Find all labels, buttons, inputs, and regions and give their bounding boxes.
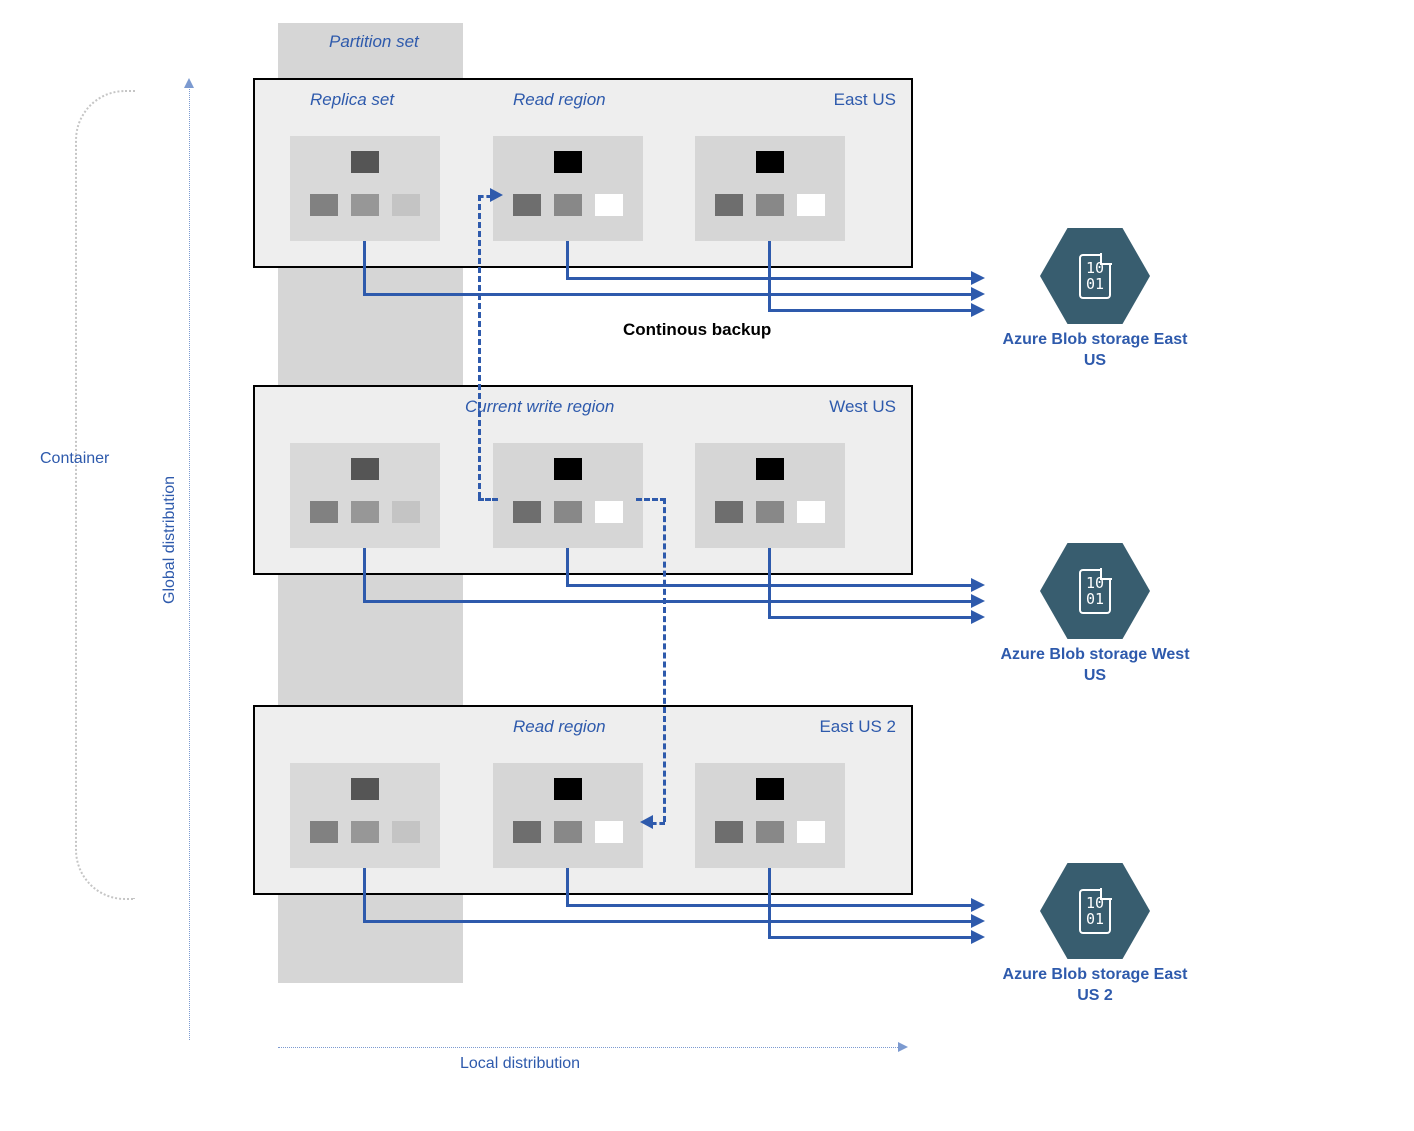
file-icon: 1001 <box>1079 254 1111 299</box>
continuous-backup-label: Continous backup <box>623 320 771 340</box>
container-bracket <box>75 90 135 900</box>
global-axis-label: Global distribution <box>161 476 179 604</box>
arrow <box>363 293 973 296</box>
blob-hexagon: 1001 <box>1040 863 1150 959</box>
arrow-head <box>971 271 985 285</box>
local-axis-line <box>278 1047 898 1048</box>
arrow <box>566 548 569 587</box>
arrow <box>566 868 569 907</box>
global-axis-arrowhead <box>184 78 194 88</box>
blob-label: Azure Blob storage East US <box>995 330 1195 372</box>
container-label: Container <box>40 450 109 468</box>
dashed-arrow <box>651 822 665 825</box>
arrow <box>768 868 771 939</box>
region-name: East US 2 <box>819 717 896 737</box>
arrow <box>768 616 973 619</box>
arrow <box>768 241 771 312</box>
arrow-head <box>971 930 985 944</box>
region-name: West US <box>829 397 896 417</box>
blob-hexagon: 1001 <box>1040 228 1150 324</box>
arrow-head <box>971 594 985 608</box>
blob-label: Azure Blob storage East US 2 <box>995 965 1195 1007</box>
replica <box>290 763 440 868</box>
region-role-label: Current write region <box>465 397 614 417</box>
replica <box>493 763 643 868</box>
region-role-label: Read region <box>513 90 606 110</box>
dashed-arrow-head <box>640 815 653 829</box>
dashed-arrow <box>478 498 498 501</box>
replica <box>290 136 440 241</box>
arrow <box>363 241 366 296</box>
replica <box>695 443 845 548</box>
replica <box>493 136 643 241</box>
dashed-arrow <box>663 498 666 822</box>
arrow <box>363 868 366 923</box>
dashed-arrow <box>636 498 666 501</box>
global-axis-line <box>189 85 190 1040</box>
arrow <box>566 241 569 280</box>
arrow-head <box>971 914 985 928</box>
partition-set-label: Partition set <box>329 32 419 52</box>
local-axis-arrowhead <box>898 1042 908 1052</box>
file-icon: 1001 <box>1079 569 1111 614</box>
arrow <box>363 920 973 923</box>
file-icon: 1001 <box>1079 889 1111 934</box>
local-axis-label: Local distribution <box>460 1055 580 1073</box>
arrow <box>768 309 973 312</box>
arrow-head <box>971 287 985 301</box>
replica <box>290 443 440 548</box>
arrow <box>363 600 973 603</box>
blob-label: Azure Blob storage West US <box>995 645 1195 687</box>
arrow-head <box>971 578 985 592</box>
replica <box>695 763 845 868</box>
arrow <box>768 936 973 939</box>
dashed-arrow-head <box>490 188 503 202</box>
blob-hexagon: 1001 <box>1040 543 1150 639</box>
region-role-label: Read region <box>513 717 606 737</box>
region-name: East US <box>834 90 896 110</box>
dashed-arrow <box>478 195 481 498</box>
arrow <box>363 548 366 603</box>
arrow-head <box>971 898 985 912</box>
arrow-head <box>971 303 985 317</box>
arrow <box>768 548 771 619</box>
replica-set-label: Replica set <box>310 90 394 110</box>
arrow-head <box>971 610 985 624</box>
replica <box>493 443 643 548</box>
replica <box>695 136 845 241</box>
